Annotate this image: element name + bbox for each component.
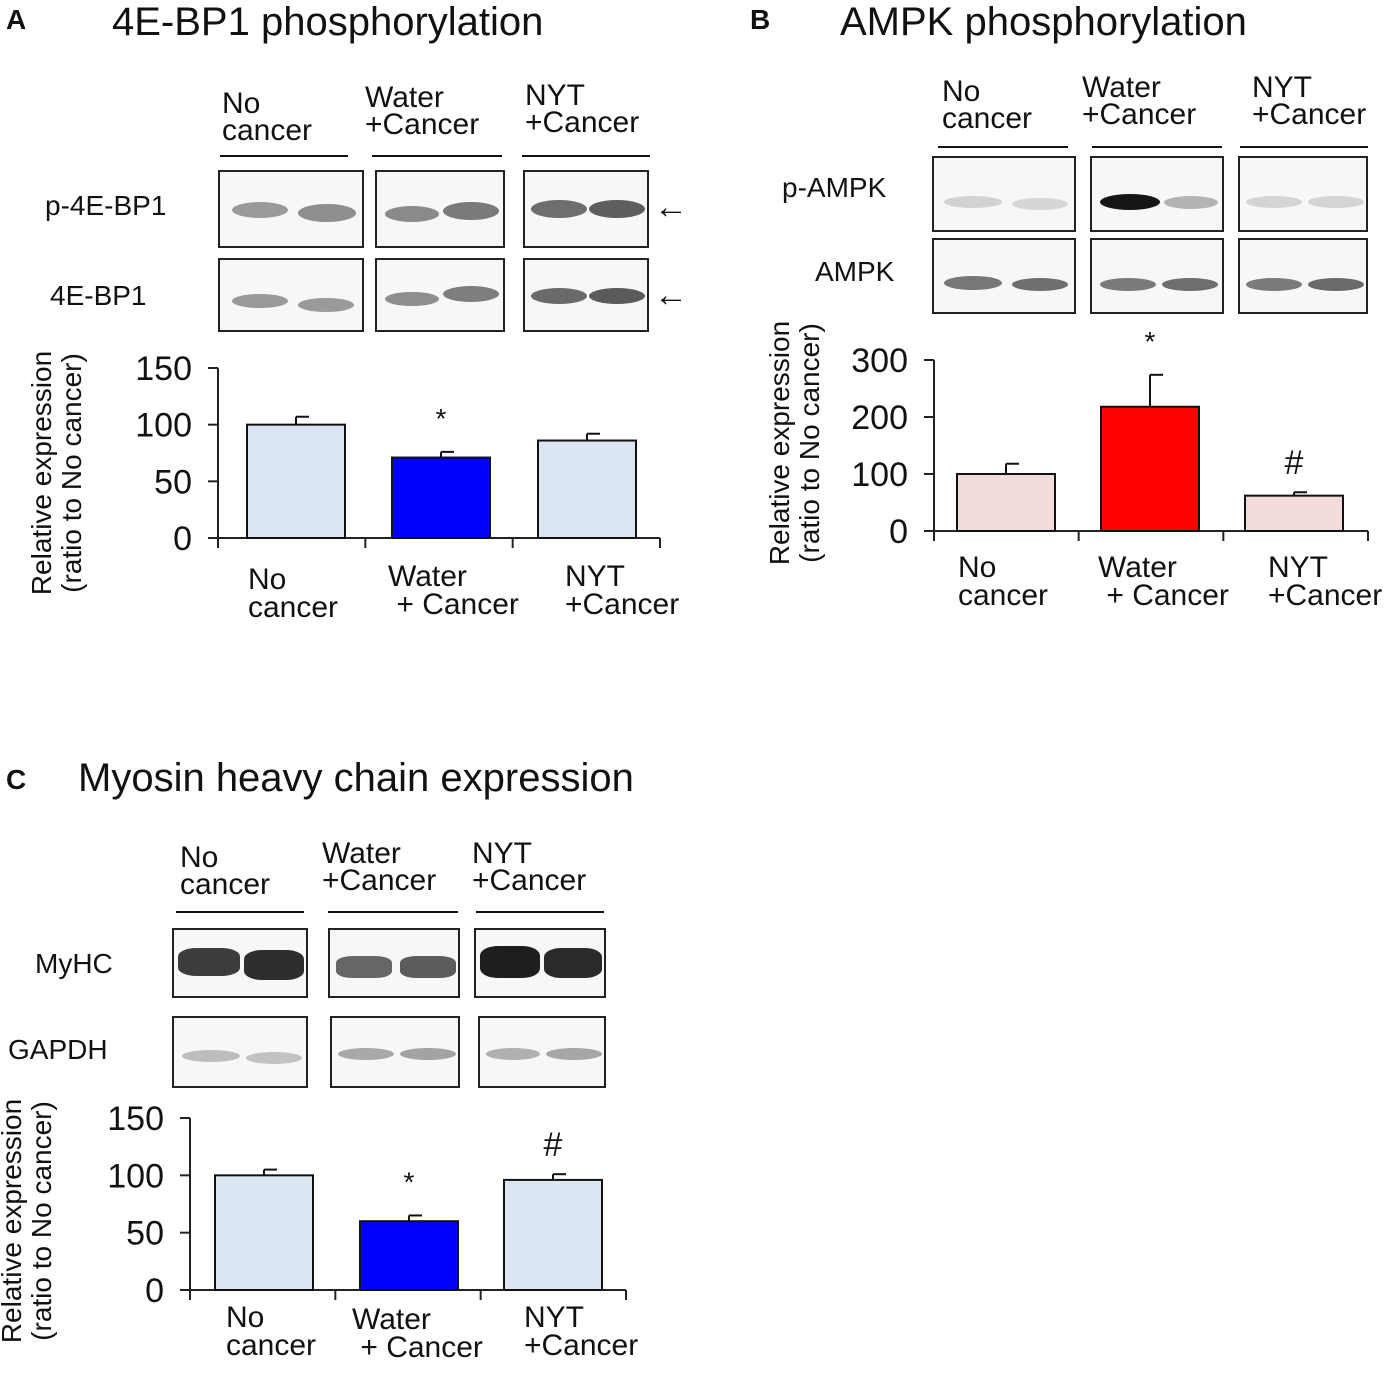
group-label-water-cancer: Water +Cancer <box>322 837 437 897</box>
panel-b-title: AMPK phosphorylation <box>840 0 1247 44</box>
category-label-water-cancer: Water + Cancer <box>352 1303 483 1364</box>
category-label-no-cancer: No cancer <box>226 1301 317 1362</box>
y-tick-label: 100 <box>851 456 908 494</box>
group-divider <box>372 155 502 157</box>
y-tick-label: 0 <box>889 513 908 551</box>
significance-asterisk: * <box>404 1166 415 1197</box>
y-tick-label: 0 <box>145 1272 164 1310</box>
y-tick-label: 0 <box>173 520 192 558</box>
western-blot-image <box>330 1016 460 1088</box>
panel-c-title: Myosin heavy chain expression <box>78 756 634 800</box>
y-tick-label: 300 <box>851 342 908 380</box>
panel-letter-b: B <box>750 4 771 35</box>
group-label-nyt-cancer: NYT +Cancer <box>525 79 640 139</box>
blot-row-label-gapdh: GAPDH <box>8 1034 108 1065</box>
group-divider <box>1240 146 1368 148</box>
significance-hash: # <box>544 1126 563 1164</box>
category-label-no-cancer: No cancer <box>248 563 339 624</box>
y-tick-label: 150 <box>107 1100 164 1138</box>
blot-row-label-p-4e-bp1: p-4E-BP1 <box>45 190 167 221</box>
left-arrow-icon: ← <box>654 188 688 226</box>
western-blot-image <box>1090 238 1224 314</box>
group-label-no-cancer: No cancer <box>222 87 313 147</box>
bar <box>246 423 346 539</box>
group-divider <box>220 155 348 157</box>
western-blot-image <box>474 928 606 998</box>
group-label-no-cancer: No cancer <box>180 841 271 901</box>
y-tick-label: 100 <box>135 407 192 445</box>
blot-row-label-myhc: MyHC <box>35 948 113 979</box>
western-blot-image <box>375 258 505 332</box>
western-blot-image <box>172 1016 308 1088</box>
western-blot-image <box>172 928 308 998</box>
group-divider <box>522 155 650 157</box>
bar <box>214 1174 314 1292</box>
y-tick-label: 50 <box>154 463 192 501</box>
blot-row-label-4e-bp1: 4E-BP1 <box>50 280 147 311</box>
group-divider <box>1092 146 1222 148</box>
blot-row-label-p-ampk: p-AMPK <box>782 172 887 203</box>
group-divider <box>176 911 304 913</box>
y-tick-label: 150 <box>135 350 192 388</box>
group-divider <box>476 911 604 913</box>
panel-letter-a: A <box>6 4 27 35</box>
panel-a-title: 4E-BP1 phosphorylation <box>112 0 544 44</box>
group-label-nyt-cancer: NYT +Cancer <box>472 837 587 897</box>
left-arrow-icon: ← <box>654 276 688 314</box>
group-divider <box>328 911 458 913</box>
category-label-water-cancer: Water + Cancer <box>388 560 519 621</box>
bar <box>956 473 1056 532</box>
western-blot-image <box>1238 238 1368 314</box>
y-tick-label: 50 <box>126 1215 164 1253</box>
group-label-no-cancer: No cancer <box>942 75 1033 135</box>
western-blot-image <box>1238 156 1368 232</box>
western-blot-image <box>1090 156 1224 232</box>
bar <box>391 456 491 539</box>
western-blot-image <box>328 928 460 998</box>
category-label-no-cancer: No cancer <box>958 551 1049 612</box>
group-divider <box>938 146 1068 148</box>
blot-row-label-ampk: AMPK <box>815 256 895 287</box>
western-blot-image <box>218 170 364 248</box>
bar <box>503 1178 603 1292</box>
category-label-nyt-cancer: NYT +Cancer <box>1268 551 1383 612</box>
western-blot-image <box>375 170 505 248</box>
category-label-water-cancer: Water + Cancer <box>1098 551 1229 612</box>
bar <box>1244 494 1344 533</box>
bar <box>359 1220 459 1291</box>
western-blot-image <box>523 258 649 332</box>
category-label-nyt-cancer: NYT +Cancer <box>565 560 680 621</box>
category-label-nyt-cancer: NYT +Cancer <box>524 1301 639 1362</box>
y-tick-label: 200 <box>851 399 908 437</box>
group-label-water-cancer: Water +Cancer <box>1082 71 1197 131</box>
y-axis-title-c: Relative expression (ratio to No cancer) <box>0 1098 57 1344</box>
western-blot-image <box>218 258 364 332</box>
y-tick-label: 100 <box>107 1157 164 1195</box>
panel-letter-c: C <box>6 764 27 795</box>
western-blot-image <box>932 238 1076 314</box>
significance-hash: # <box>1285 444 1304 482</box>
western-blot-image <box>478 1016 606 1088</box>
group-label-water-cancer: Water +Cancer <box>365 81 480 141</box>
group-label-nyt-cancer: NYT +Cancer <box>1252 71 1367 131</box>
significance-asterisk: * <box>1145 326 1156 357</box>
western-blot-image <box>523 170 649 248</box>
significance-asterisk: * <box>436 403 447 434</box>
western-blot-image <box>932 156 1076 232</box>
